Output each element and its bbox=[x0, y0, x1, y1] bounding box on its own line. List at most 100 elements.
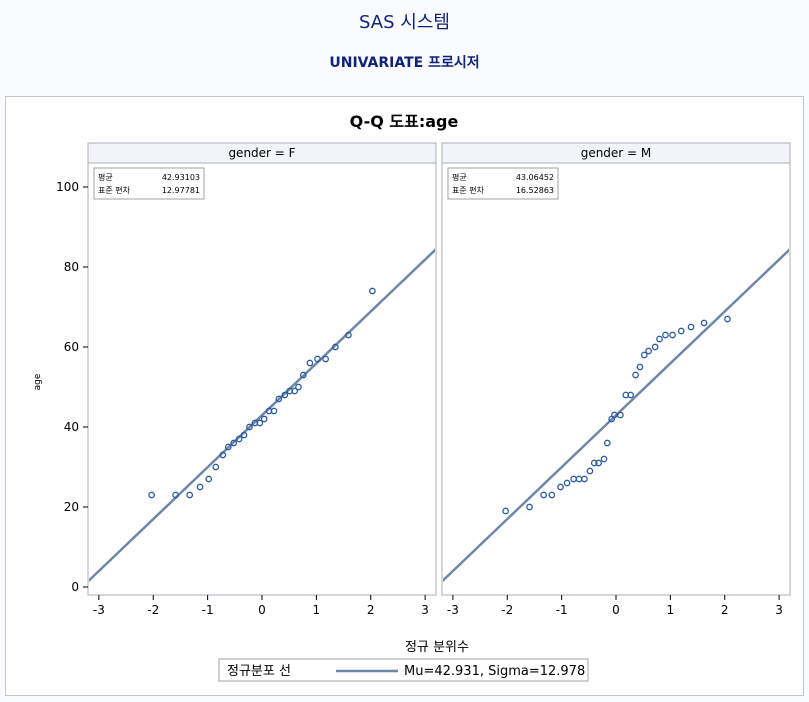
data-point bbox=[540, 491, 548, 499]
panel-header-label: gender = M bbox=[581, 146, 652, 160]
y-tick-label: 20 bbox=[64, 500, 79, 514]
stats-sd-value: 12.97781 bbox=[162, 186, 200, 195]
data-point bbox=[600, 455, 608, 463]
data-point bbox=[616, 411, 624, 419]
data-point bbox=[651, 343, 659, 351]
data-point bbox=[557, 483, 564, 491]
x-tick-label: 2 bbox=[721, 603, 729, 617]
data-point bbox=[590, 459, 598, 467]
data-point bbox=[369, 287, 376, 295]
x-tick-label: 3 bbox=[775, 603, 783, 617]
data-point bbox=[603, 439, 611, 447]
data-point bbox=[196, 483, 204, 491]
x-tick-label: -2 bbox=[147, 603, 159, 617]
data-point bbox=[186, 491, 194, 499]
data-point bbox=[724, 315, 731, 323]
data-point bbox=[275, 395, 283, 403]
data-point bbox=[235, 435, 243, 443]
data-point bbox=[281, 391, 289, 399]
page-subtitle: UNIVARIATE 프로시저 bbox=[329, 55, 480, 71]
x-axis-label: 정규 분위수 bbox=[405, 640, 469, 655]
data-point bbox=[295, 383, 302, 391]
x-tick-label: 1 bbox=[313, 603, 321, 617]
data-point bbox=[240, 431, 248, 439]
data-point bbox=[700, 319, 708, 327]
y-tick-label: 0 bbox=[71, 580, 79, 594]
reference-line bbox=[89, 248, 435, 583]
data-point bbox=[563, 479, 571, 487]
stats-sd-label: 표준 편차 bbox=[98, 185, 131, 195]
data-point bbox=[205, 475, 213, 483]
qq-plot-svg: Q-Q 도표:age 정규 분위수 age 정규분포 선 Mu=42.931, … bbox=[33, 112, 791, 682]
x-tick-label: 2 bbox=[367, 603, 375, 617]
data-point bbox=[627, 391, 635, 399]
panel-f: gender = F 평균 42.93103 표준 편차 12.97781 -3 -2 -1 0… bbox=[87, 142, 437, 617]
reference-line bbox=[443, 248, 789, 583]
x-tick-label: 0 bbox=[258, 603, 266, 617]
panels: gender = F 평균 42.93103 표준 편차 12.97781 -3 -2 -1 0… bbox=[56, 142, 791, 617]
x-tick-label: 1 bbox=[667, 603, 675, 617]
data-point bbox=[656, 335, 663, 343]
panel-header-label: gender = F bbox=[228, 146, 295, 160]
data-point bbox=[677, 327, 685, 335]
qq-plot-figure: Q-Q 도표:age 정규 분위수 age 정규분포 선 Mu=42.931, … bbox=[5, 96, 804, 696]
data-point bbox=[586, 467, 594, 475]
data-point bbox=[636, 363, 644, 371]
data-point bbox=[581, 475, 588, 483]
data-point bbox=[148, 491, 155, 499]
stats-box-frame bbox=[93, 167, 205, 200]
data-point bbox=[270, 407, 278, 415]
x-tick-label: -3 bbox=[93, 603, 105, 617]
stats-mean-value: 42.93103 bbox=[162, 173, 200, 182]
y-tick-label: 80 bbox=[64, 260, 79, 274]
data-point bbox=[246, 423, 253, 431]
stats-sd-label: 표준 편차 bbox=[452, 185, 485, 195]
data-point bbox=[299, 371, 307, 379]
x-tick-label: -1 bbox=[556, 603, 568, 617]
data-point bbox=[314, 355, 321, 363]
data-point bbox=[260, 415, 268, 423]
data-point bbox=[306, 359, 314, 367]
data-point bbox=[526, 503, 533, 511]
legend-entry: Mu=42.931, Sigma=12.978 bbox=[404, 664, 585, 679]
legend-box bbox=[218, 658, 589, 682]
data-point bbox=[640, 351, 648, 359]
data-point bbox=[632, 371, 639, 379]
data-point bbox=[548, 491, 556, 499]
stats-mean-label: 평균 bbox=[452, 172, 467, 182]
panel-m: gender = M 평균 43.06452 표준 편차 16.52863 -3 -2 -1 0… bbox=[441, 142, 791, 617]
data-point bbox=[662, 331, 669, 339]
legend: 정규분포 선 Mu=42.931, Sigma=12.978 bbox=[218, 658, 589, 682]
data-point bbox=[219, 451, 227, 459]
stats-mean-label: 평균 bbox=[98, 172, 113, 182]
stats-box: 평균 42.93103 표준 편차 12.97781 bbox=[93, 167, 205, 200]
data-point bbox=[224, 443, 232, 451]
x-tick-label: -3 bbox=[447, 603, 459, 617]
page-title: SAS 시스템 bbox=[359, 12, 450, 33]
x-tick-label: -2 bbox=[501, 603, 513, 617]
data-point bbox=[345, 331, 352, 339]
plot-area bbox=[441, 162, 791, 596]
legend-title: 정규분포 선 bbox=[227, 664, 291, 679]
data-point bbox=[230, 439, 238, 447]
y-tick-label: 60 bbox=[64, 340, 79, 354]
chart-title: Q-Q 도표:age bbox=[350, 112, 459, 131]
data-point bbox=[687, 323, 695, 331]
stats-box-frame bbox=[447, 167, 559, 200]
data-point bbox=[332, 343, 339, 351]
data-point bbox=[256, 419, 264, 427]
stats-box: 평균 43.06452 표준 편차 16.52863 bbox=[447, 167, 559, 200]
data-point bbox=[172, 491, 179, 499]
data-point bbox=[595, 459, 602, 467]
data-point bbox=[291, 387, 298, 395]
x-tick-label: -1 bbox=[202, 603, 214, 617]
data-point bbox=[645, 347, 652, 355]
stats-mean-value: 43.06452 bbox=[516, 173, 554, 182]
x-tick-label: 0 bbox=[612, 603, 620, 617]
data-point bbox=[212, 463, 220, 471]
x-tick-label: 3 bbox=[421, 603, 429, 617]
y-tick-label: 40 bbox=[64, 420, 79, 434]
stats-sd-value: 16.52863 bbox=[516, 186, 554, 195]
y-axis-label: age bbox=[33, 373, 43, 390]
data-point bbox=[322, 355, 329, 363]
